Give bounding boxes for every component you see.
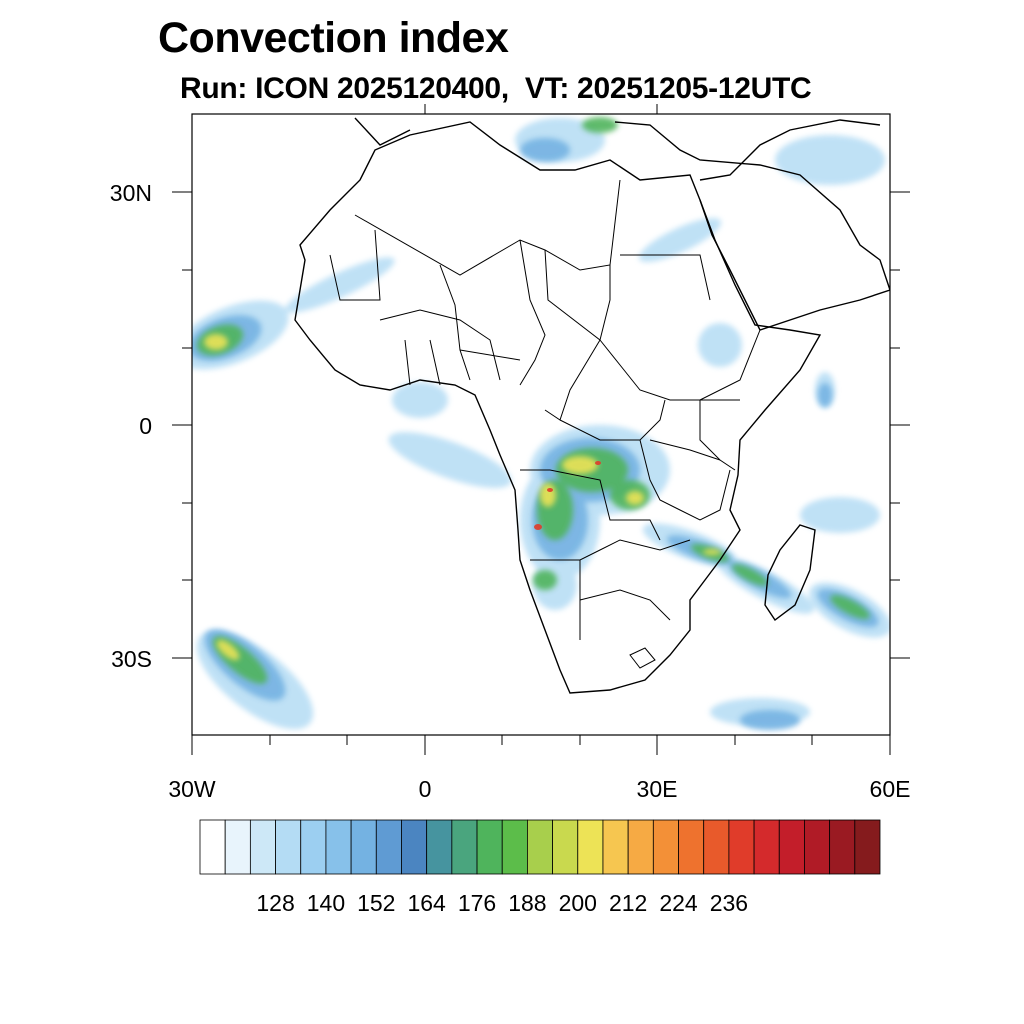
colorbar-label: 200 bbox=[558, 890, 597, 916]
chart-subtitle: Run: ICON 2025120400, VT: 20251205-12UTC bbox=[180, 72, 812, 105]
colorbar-label: 128 bbox=[256, 890, 295, 916]
colorbar-swatch bbox=[602, 819, 629, 875]
colorbar-swatch bbox=[678, 819, 705, 875]
lat-label-30s: 30S bbox=[111, 646, 152, 672]
colorbar-swatch bbox=[401, 819, 428, 875]
colorbar-label: 212 bbox=[608, 890, 648, 916]
colorbar-swatch bbox=[350, 819, 377, 875]
colorbar-swatch bbox=[804, 819, 831, 875]
colorbar-swatch bbox=[527, 819, 553, 875]
colorbar-swatch bbox=[552, 819, 579, 875]
colorbar-swatch bbox=[249, 819, 276, 875]
colorbar-swatch bbox=[325, 819, 352, 875]
coastline bbox=[294, 117, 890, 694]
lat-label-0: 0 bbox=[139, 413, 152, 439]
lat-label-30n: 30N bbox=[109, 180, 152, 206]
colorbar-label: 164 bbox=[407, 890, 446, 916]
colorbar-label: 224 bbox=[659, 890, 698, 916]
colorbar-label: 188 bbox=[508, 890, 547, 916]
chart-title: Convection index bbox=[158, 14, 509, 62]
lon-label-30w: 30W bbox=[168, 776, 216, 802]
lon-label-30e: 30E bbox=[636, 776, 678, 802]
colorbar-swatch bbox=[501, 819, 528, 875]
colorbar-swatch bbox=[627, 819, 654, 875]
colorbar-swatch bbox=[728, 819, 755, 875]
colorbar-swatch bbox=[199, 819, 226, 875]
colorbar-swatch bbox=[829, 819, 856, 875]
lon-label-60e: 60E bbox=[869, 776, 911, 802]
colorbar-swatch bbox=[300, 819, 327, 875]
colorbar-swatch bbox=[652, 819, 679, 875]
colorbar-swatch bbox=[854, 819, 881, 875]
colorbar-label: 152 bbox=[357, 890, 396, 916]
colorbar-swatch bbox=[426, 819, 453, 875]
colorbar-swatch bbox=[703, 819, 730, 875]
lon-label-0: 0 bbox=[418, 776, 432, 802]
colorbar bbox=[199, 819, 881, 875]
map-frame bbox=[191, 113, 891, 736]
colorbar-label: 176 bbox=[457, 890, 497, 916]
colorbar-label: 140 bbox=[306, 890, 346, 916]
convection-field bbox=[192, 117, 890, 730]
colorbar-swatch bbox=[451, 819, 478, 875]
colorbar-swatch bbox=[753, 819, 780, 875]
axis-ticks bbox=[172, 104, 910, 755]
colorbar-swatch bbox=[476, 819, 503, 875]
colorbar-swatch bbox=[275, 819, 302, 875]
colorbar-swatch bbox=[375, 819, 402, 875]
colorbar-swatch bbox=[778, 819, 805, 875]
colorbar-swatch bbox=[224, 819, 251, 875]
colorbar-swatch bbox=[577, 819, 604, 875]
colorbar-label: 236 bbox=[709, 890, 749, 916]
country-borders bbox=[329, 179, 761, 669]
